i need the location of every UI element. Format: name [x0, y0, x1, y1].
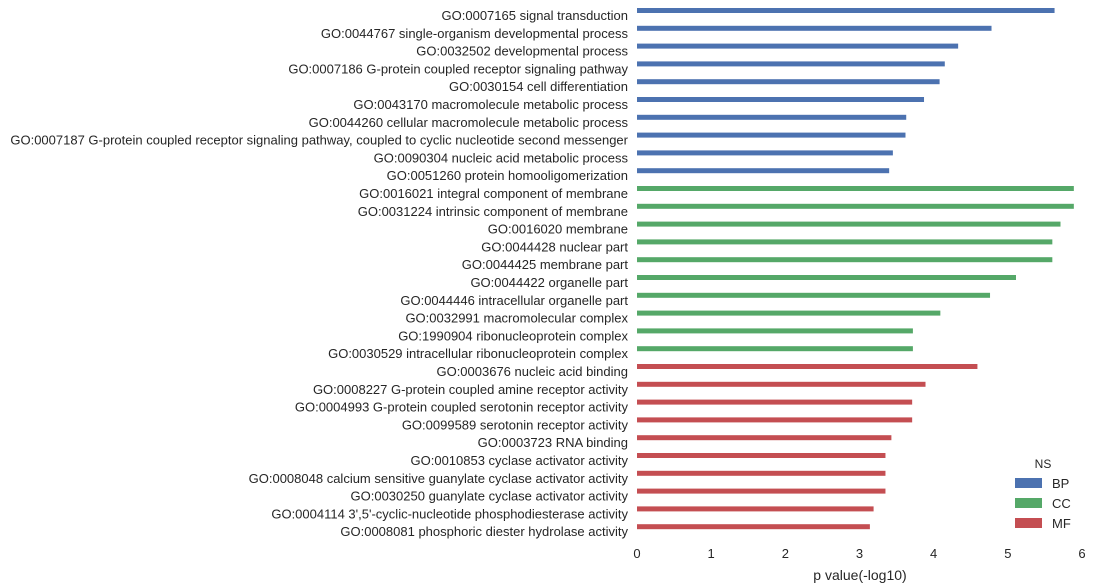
bar-cc	[637, 292, 991, 298]
bar-bp	[637, 97, 925, 102]
legend-label-cc: CC	[1052, 496, 1071, 511]
bar-cc	[637, 275, 1016, 280]
category-label: GO:0008227 G-protein coupled amine recep…	[313, 382, 629, 397]
category-label: GO:0004993 G-protein coupled serotonin r…	[295, 400, 629, 415]
x-tick-label: 6	[1078, 546, 1085, 561]
bar-bp	[637, 150, 893, 156]
category-label: GO:1990904 ribonucleoprotein complex	[398, 328, 628, 343]
bar-mf	[637, 524, 870, 530]
bar-cc	[637, 221, 1061, 227]
bar-mf	[637, 506, 874, 512]
category-label: GO:0007186 G-protein coupled receptor si…	[288, 61, 628, 76]
x-tick-label: 4	[930, 546, 937, 561]
x-axis-title: p value(-log10)	[813, 567, 906, 583]
category-label: GO:0003676 nucleic acid binding	[436, 364, 628, 379]
bar-mf	[637, 417, 913, 423]
bar-bp	[637, 61, 945, 67]
bar-cc	[637, 186, 1074, 191]
bar-bp	[637, 43, 959, 49]
category-label: GO:0032502 developmental process	[416, 44, 628, 59]
category-label: GO:0044425 membrane part	[462, 257, 629, 272]
category-label: GO:0030250 guanylate cyclase activator a…	[351, 489, 629, 504]
category-label: GO:0030154 cell differentiation	[449, 79, 628, 94]
bar-bp	[637, 25, 992, 31]
bar-cc	[637, 346, 913, 352]
category-label: GO:0007187 G-protein coupled receptor si…	[10, 133, 628, 148]
category-label: GO:0032991 macromolecular complex	[405, 311, 628, 326]
category-label: GO:0044767 single-organism developmental…	[321, 26, 629, 41]
bars	[637, 8, 1074, 530]
category-label: GO:0016020 membrane	[488, 222, 628, 237]
category-label: GO:0044446 intracellular organelle part	[400, 293, 628, 308]
category-label: GO:0004114 3',5'-cyclic-nucleotide phosp…	[271, 506, 628, 521]
category-label: GO:0099589 serotonin receptor activity	[402, 417, 629, 432]
category-labels: GO:0007165 signal transduction GO:0044767…	[10, 8, 628, 539]
legend-swatch-bp	[1015, 478, 1042, 488]
category-label: GO:0043170 macromolecule metabolic proce…	[353, 97, 628, 112]
bar-bp	[637, 8, 1055, 13]
x-axis-ticks: 0 1 2 3 4 5 6	[633, 546, 1085, 561]
category-label: GO:0030529 intracellular ribonucleoprote…	[328, 346, 628, 361]
bar-mf	[637, 453, 886, 458]
category-label: GO:0044422 organelle part	[470, 275, 628, 290]
bar-cc	[637, 239, 1053, 245]
bar-mf	[637, 470, 886, 476]
bar-cc	[637, 257, 1053, 263]
category-label: GO:0008081 phosphoric diester hydrolase …	[340, 524, 628, 539]
x-tick-label: 3	[856, 546, 863, 561]
legend-swatch-mf	[1015, 518, 1042, 528]
bar-mf	[637, 488, 886, 494]
bar-bp	[637, 114, 907, 120]
bar-cc	[637, 310, 941, 316]
x-tick-label: 2	[782, 546, 789, 561]
legend-label-mf: MF	[1052, 516, 1071, 531]
bar-mf	[637, 364, 978, 369]
legend: NS BP CC MF	[1015, 457, 1071, 531]
bar-bp	[637, 132, 906, 138]
x-tick-label: 5	[1004, 546, 1011, 561]
bar-mf	[637, 381, 926, 387]
category-label: GO:0090304 nucleic acid metabolic proces…	[374, 150, 629, 165]
bar-cc	[637, 203, 1074, 209]
category-label: GO:0016021 integral component of membran…	[359, 186, 628, 201]
legend-swatch-cc	[1015, 498, 1042, 508]
bar-bp	[637, 79, 940, 85]
category-label: GO:0007165 signal transduction	[442, 8, 628, 23]
bar-cc	[637, 328, 913, 334]
x-tick-label: 0	[633, 546, 640, 561]
category-label: GO:0008048 calcium sensitive guanylate c…	[249, 471, 629, 486]
legend-title: NS	[1035, 457, 1052, 471]
category-label: GO:0044260 cellular macromolecule metabo…	[309, 115, 629, 130]
category-label: GO:0010853 cyclase activator activity	[411, 453, 629, 468]
category-label: GO:0051260 protein homooligomerization	[387, 168, 628, 183]
bar-mf	[637, 435, 892, 441]
bar-mf	[637, 399, 913, 405]
category-label: GO:0003723 RNA binding	[478, 435, 628, 450]
legend-label-bp: BP	[1052, 476, 1069, 491]
x-tick-label: 1	[708, 546, 715, 561]
category-label: GO:0031224 intrinsic component of membra…	[358, 204, 628, 219]
category-label: GO:0044428 nuclear part	[481, 239, 628, 254]
bar-bp	[637, 168, 890, 174]
